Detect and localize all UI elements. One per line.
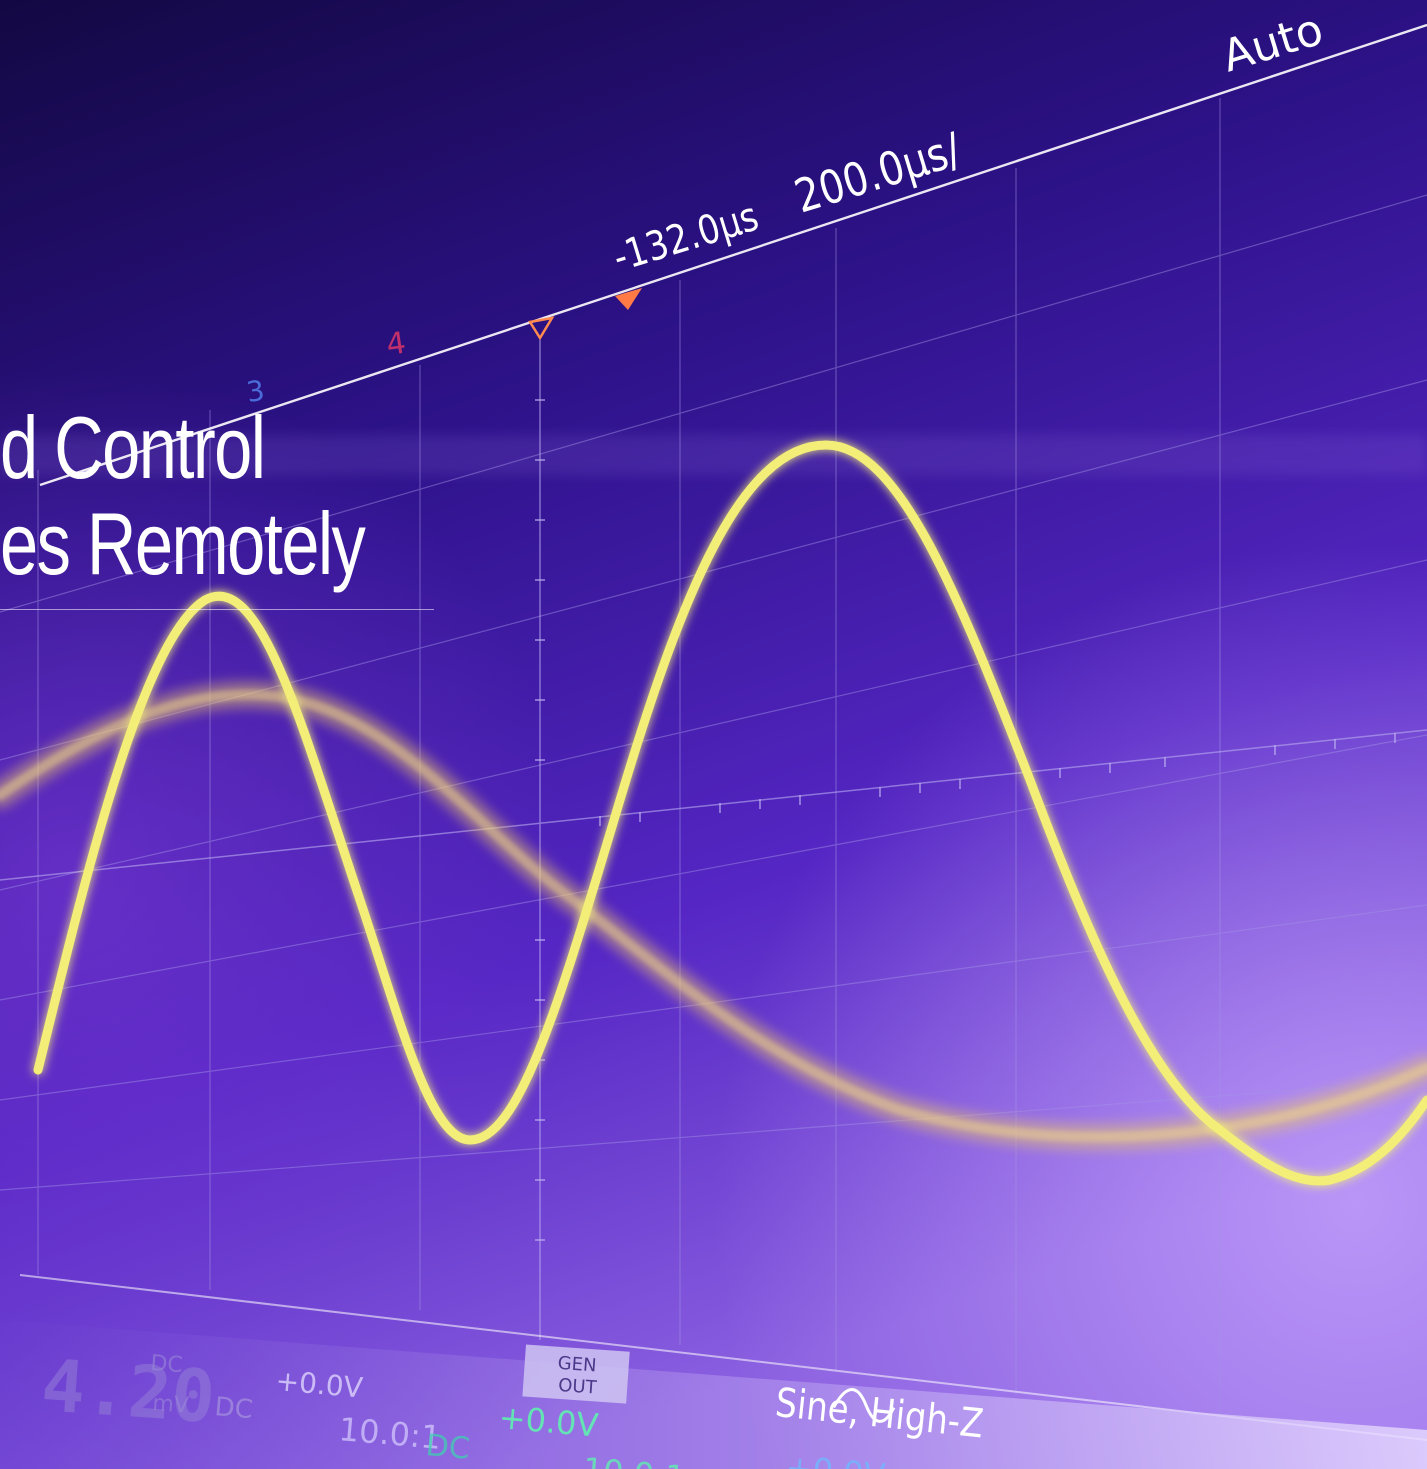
ch1-coupling: DC (213, 1392, 254, 1425)
ch2-offset: +0.0V (497, 1398, 600, 1445)
primary-trace (33, 440, 1427, 1186)
headline-line-1: d Control (0, 398, 266, 497)
trigger-marker-solid (615, 288, 642, 310)
gen-out-label-2: OUT (558, 1375, 599, 1399)
readout-value: 4.20 (39, 1343, 218, 1439)
headline-line-2: es Remotely (0, 494, 366, 593)
channel-marker-3: 3 (244, 374, 266, 409)
ch2-coupling: DC (424, 1428, 471, 1467)
axis-ticks (535, 399, 1396, 1241)
gen-out-button[interactable]: GEN OUT (522, 1344, 630, 1404)
readout-unit: mV (152, 1391, 190, 1418)
channel-marker-4: 4 (384, 326, 408, 363)
center-axis (0, 340, 1427, 1340)
secondary-trace-core (0, 689, 1427, 1142)
headline-divider (0, 609, 434, 610)
gen-out-label-1: GEN (557, 1353, 597, 1377)
bottom-info-band (0, 1320, 1427, 1469)
trigger-marker-hollow (527, 316, 555, 341)
top-frame-line (39, 23, 1427, 487)
ch1-probe: 10.0:1 (337, 1410, 442, 1457)
light-streak (0, 435, 1427, 475)
readout-coupling: DC (150, 1351, 184, 1378)
headline: d Control es Remotely (0, 398, 366, 593)
sine-wave-icon (832, 1388, 896, 1423)
ch1-offset: +0.0V (274, 1364, 364, 1404)
